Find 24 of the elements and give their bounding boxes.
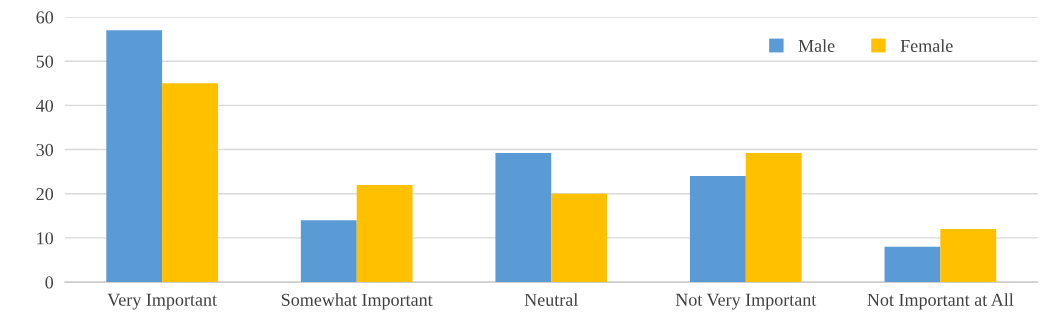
- bar: [300, 220, 357, 283]
- bar: [689, 176, 746, 283]
- y-tick-label: 50: [36, 55, 54, 68]
- bar: [745, 153, 802, 283]
- y-tick-label: 0: [45, 276, 54, 289]
- y-tick-label: 40: [36, 99, 54, 112]
- y-tick-label: 20: [36, 188, 54, 201]
- bar: [495, 153, 552, 283]
- x-tick-label: Somewhat Important: [281, 293, 433, 310]
- y-tick-label: 10: [37, 232, 54, 245]
- legend-label: Male: [798, 39, 835, 52]
- bar: [884, 246, 941, 283]
- bar: [356, 184, 413, 283]
- x-tick-label: Neutral: [524, 293, 578, 306]
- legend-label: Female: [900, 39, 953, 52]
- bar: [162, 83, 218, 283]
- bar: [940, 229, 997, 283]
- x-tick-label: Not Very Important: [675, 293, 817, 310]
- bar: [551, 193, 608, 283]
- x-tick-label: Not Important at All: [867, 293, 1014, 310]
- y-tick-label: 60: [36, 11, 54, 24]
- y-tick-label: 30: [36, 143, 54, 157]
- bar: [106, 30, 163, 283]
- x-tick-label: Very Important: [107, 293, 217, 310]
